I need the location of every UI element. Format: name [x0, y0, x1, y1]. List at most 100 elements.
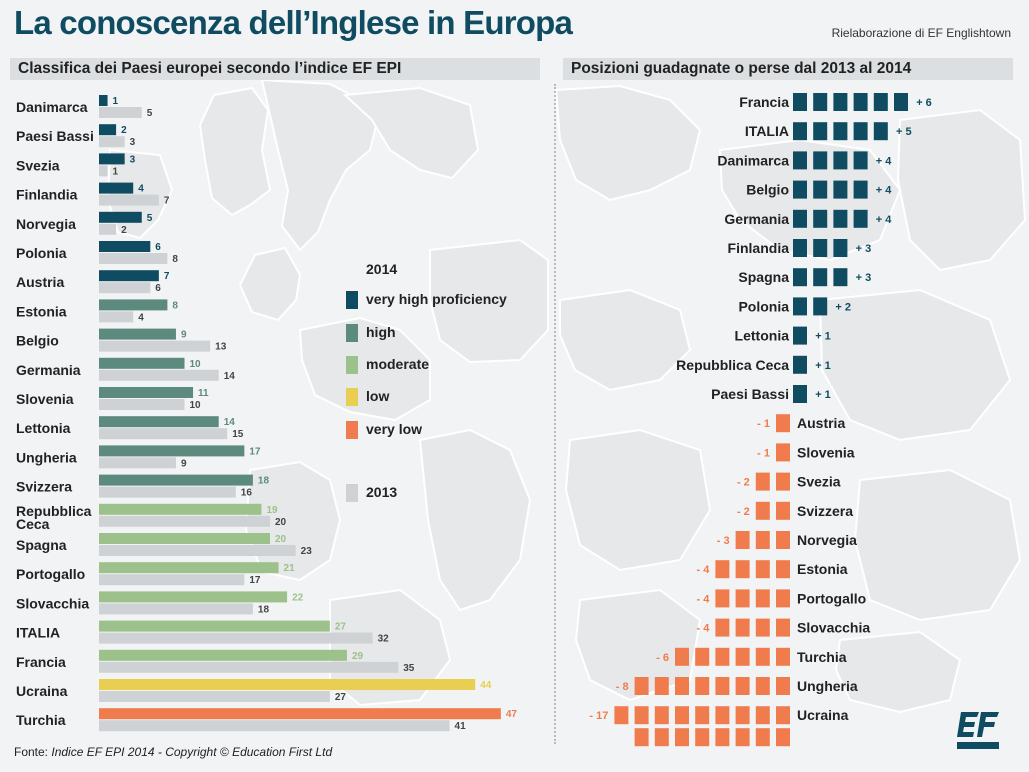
bar-2014	[99, 445, 245, 457]
loss-square	[614, 706, 629, 725]
change-country-label: Repubblica Ceca	[676, 357, 789, 373]
gain-square	[793, 355, 807, 374]
legend-title: 2014	[366, 261, 398, 277]
bar-2014	[99, 503, 262, 515]
gain-square	[833, 268, 848, 287]
bar-2014-label: 2	[121, 125, 127, 136]
bar-2013	[99, 282, 151, 294]
bar-2013-label: 15	[232, 429, 244, 440]
gain-square	[873, 93, 888, 111]
legend-swatch	[346, 324, 358, 343]
loss-square	[755, 531, 770, 549]
bar-2014	[99, 591, 288, 603]
bar-2013	[99, 428, 228, 440]
change-country-label: Belgio	[746, 182, 789, 198]
bar-2013	[99, 311, 134, 323]
bar-2013	[99, 515, 270, 527]
bar-2014	[99, 387, 194, 398]
gain-square	[813, 268, 828, 287]
country-label: ITALIA	[16, 625, 60, 641]
country-label: Austria	[16, 274, 64, 290]
bar-2013-label: 8	[172, 254, 178, 265]
bar-2013	[99, 340, 211, 352]
change-country-label: Ungheria	[797, 678, 858, 694]
loss-square	[776, 531, 790, 549]
loss-square	[695, 647, 710, 666]
ef-logo-icon	[957, 712, 999, 749]
bar-2014-label: 8	[172, 300, 178, 311]
bar-2014	[99, 708, 501, 720]
bar-2014-label: 44	[480, 680, 492, 691]
loss-square	[735, 647, 750, 666]
bar-2014-label: 14	[224, 417, 236, 428]
bar-2014-label: 11	[198, 388, 209, 399]
bar-2013-label: 10	[190, 400, 202, 411]
bar-2013	[99, 720, 450, 732]
bar-2014	[99, 474, 253, 486]
loss-square	[675, 706, 689, 725]
loss-square	[715, 589, 730, 608]
loss-square	[776, 560, 790, 579]
bar-2014	[99, 533, 270, 544]
bar-2014-label: 21	[284, 563, 296, 574]
change-country-label: Danimarca	[717, 152, 789, 168]
bar-2014	[99, 182, 134, 194]
loss-square	[776, 589, 790, 608]
gain-square	[813, 239, 828, 257]
change-country-label: Svizzera	[797, 503, 853, 519]
bar-2014	[99, 124, 117, 136]
gain-square	[793, 268, 807, 287]
bar-2013-label: 27	[335, 692, 347, 703]
change-value-label: + 4	[876, 185, 892, 197]
loss-square	[695, 706, 710, 725]
loss-square	[776, 618, 790, 637]
change-country-label: Polonia	[738, 298, 789, 314]
change-value-label: + 4	[876, 155, 892, 167]
bar-2013	[99, 457, 176, 469]
bar-2013-label: 20	[275, 517, 287, 528]
legend-label: 2013	[366, 484, 398, 500]
bar-2014	[99, 562, 279, 574]
bar-2014-label: 5	[147, 213, 153, 224]
loss-square	[776, 472, 790, 491]
legend-swatch	[346, 388, 358, 407]
bar-2014	[99, 620, 330, 632]
loss-square	[755, 618, 770, 637]
bar-2013	[99, 136, 125, 148]
bar-2013	[99, 369, 219, 381]
country-label-line: Ceca	[16, 516, 50, 532]
loss-square	[715, 728, 730, 747]
change-value-label: + 4	[876, 214, 892, 226]
bar-2013-label: 23	[301, 546, 313, 557]
bar-2013	[99, 194, 159, 206]
gain-square	[833, 122, 848, 141]
bar-2013	[99, 661, 399, 673]
bar-2014-label: 22	[292, 592, 304, 603]
loss-square	[654, 706, 669, 725]
bar-2013	[99, 545, 296, 556]
country-label: Estonia	[16, 303, 67, 319]
legend-swatch	[346, 484, 358, 503]
bar-2014	[99, 357, 185, 369]
change-country-label: Germania	[724, 211, 789, 227]
loss-square	[755, 589, 770, 608]
change-country-label: Portogallo	[797, 590, 866, 606]
bar-2013-label: 35	[403, 663, 415, 674]
bar-2014-label: 20	[275, 534, 287, 545]
change-country-label: Francia	[739, 94, 789, 110]
bar-2013-label: 16	[241, 488, 253, 499]
loss-square	[735, 560, 750, 579]
change-value-label: - 4	[697, 564, 711, 576]
page-title: La conoscenza dell’Inglese in Europa	[14, 4, 573, 41]
legend-swatch	[346, 356, 358, 375]
bar-2013	[99, 603, 253, 615]
section-divider	[554, 84, 556, 744]
bar-2014-label: 29	[352, 651, 364, 662]
change-country-label: Austria	[797, 415, 845, 431]
bar-2014-label: 19	[266, 505, 278, 516]
gain-square	[833, 93, 848, 111]
country-label: Polonia	[16, 245, 67, 261]
change-value-label: + 2	[835, 301, 851, 313]
